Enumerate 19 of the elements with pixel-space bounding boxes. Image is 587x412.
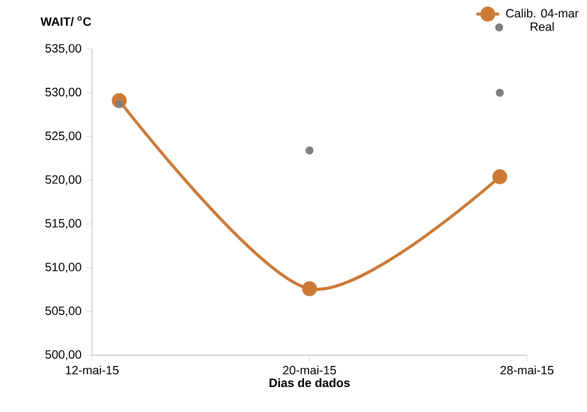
y-tick-label: 515,00 (45, 218, 82, 229)
point (306, 146, 314, 154)
y-axis-title: WAIT/ $^{o}$C (40, 16, 92, 26)
y-tick-label: 505,00 (45, 306, 82, 316)
y-tick-label: 525,00 (45, 131, 82, 142)
legend-label: Calib. 04-mar (506, 8, 579, 18)
legend-label: Real (530, 22, 554, 31)
point (496, 88, 504, 97)
x-tick-label: 12-mai-15 (66, 365, 119, 374)
y-tick-label: 510,00 (45, 262, 82, 273)
point (492, 169, 508, 184)
x-tick-label: 28-mai-15 (500, 365, 554, 374)
x-axis-title: Dias de dados (270, 378, 350, 387)
y-tick-label: 500,00 (45, 350, 82, 360)
point (302, 281, 317, 296)
y-tick-label: 530,00 (45, 88, 82, 98)
x-tick-label: 20-mai-15 (283, 365, 336, 374)
y-tick-label: 535,00 (45, 44, 82, 54)
y-tick-label: 520,00 (45, 175, 82, 186)
